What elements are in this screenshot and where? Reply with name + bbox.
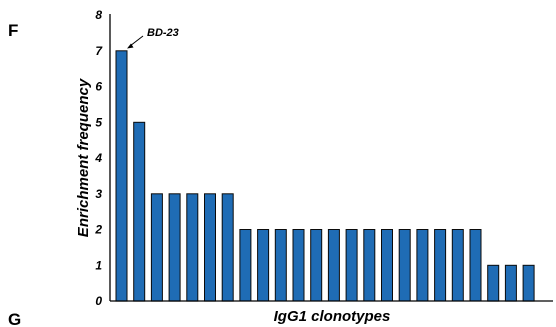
- bar: [186, 193, 199, 302]
- bar: [522, 264, 535, 302]
- bar: [239, 229, 252, 302]
- bar: [150, 193, 163, 302]
- bar: [434, 229, 447, 302]
- y-axis-ticks: 0 1 2 3 4 5 6 7 8: [94, 8, 103, 308]
- bd-23-annotation: BD-23: [127, 27, 179, 49]
- panel-letter-g: G: [8, 310, 21, 327]
- annotation-label: BD-23: [147, 27, 179, 39]
- bar: [487, 264, 500, 302]
- bar: [257, 229, 270, 302]
- panel-letter-f: F: [8, 21, 18, 40]
- y-tick-label: 5: [95, 115, 102, 129]
- bar: [133, 121, 146, 302]
- bars-group: [115, 50, 535, 302]
- bar: [168, 193, 181, 302]
- y-axis-title: Enrichment frequency: [75, 78, 92, 237]
- y-tick-label: 6: [95, 80, 102, 94]
- bar-bd-23: [115, 50, 128, 302]
- bar: [274, 229, 287, 302]
- bar: [504, 264, 517, 302]
- bar: [363, 229, 376, 302]
- bar: [398, 229, 411, 302]
- bar: [310, 229, 323, 302]
- annotation-arrow-line: [129, 35, 144, 47]
- y-tick-label: 0: [95, 294, 102, 308]
- bar: [221, 193, 234, 302]
- y-tick-label: 1: [95, 258, 102, 272]
- y-tick-label: 4: [94, 151, 102, 165]
- y-tick-label: 7: [95, 44, 103, 58]
- bar: [292, 229, 305, 302]
- bar: [451, 229, 464, 302]
- y-tick-label: 3: [95, 187, 102, 201]
- bar: [381, 229, 393, 302]
- bar: [345, 229, 358, 302]
- bar: [469, 229, 482, 302]
- bar: [327, 229, 340, 302]
- bar: [204, 193, 216, 302]
- bar: [416, 229, 429, 302]
- y-tick-label: 8: [95, 8, 102, 22]
- x-axis-title: IgG1 clonotypes: [274, 308, 391, 325]
- y-tick-label: 2: [94, 223, 102, 237]
- annotation-arrow-head: [127, 43, 134, 49]
